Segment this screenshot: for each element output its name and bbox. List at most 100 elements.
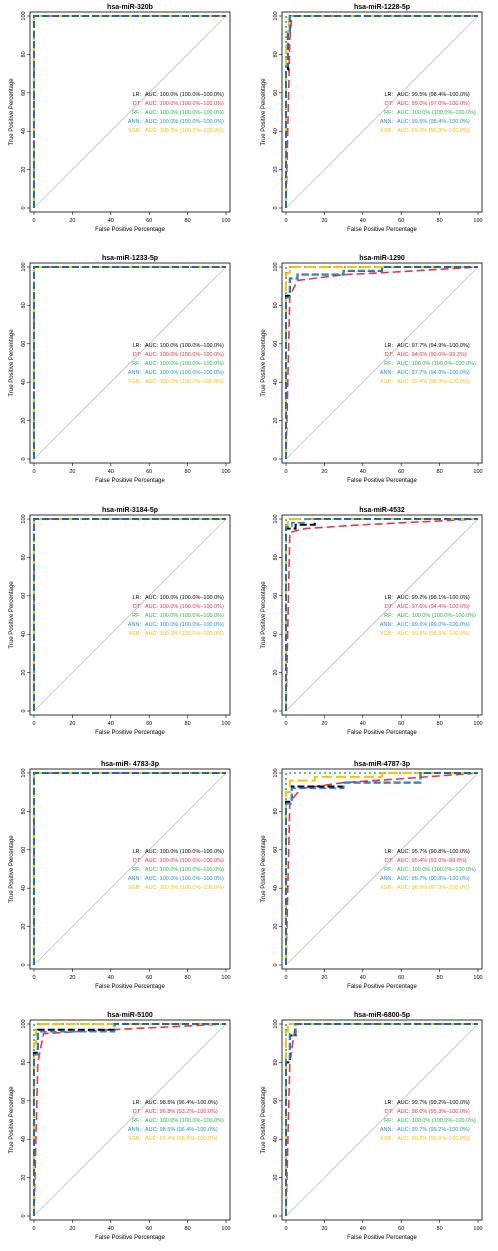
y-tick-label: 100 xyxy=(21,514,27,523)
y-tick-label: 100 xyxy=(273,768,279,777)
roc-panel: hsa-miR- 4783-3p 0 20 40 60 80 100 0 20 40 60 80 100… xyxy=(9,761,231,990)
legend-auc-dt: AUC: 100.0% (100.0%–100.0%) xyxy=(145,858,224,864)
x-tick-label: 40 xyxy=(108,1226,114,1232)
diagonal-line xyxy=(285,518,479,712)
y-tick-label: 20 xyxy=(21,670,27,676)
legend-name-xgb: XGB: xyxy=(380,128,394,134)
y-tick-label: 100 xyxy=(21,768,27,777)
x-axis-label: False Positive Percentage xyxy=(347,984,417,990)
y-axis-label: True Positive Percentage xyxy=(9,1086,15,1154)
y-tick-label: 100 xyxy=(21,262,27,271)
legend-name-dt: DT: xyxy=(133,352,142,358)
y-tick-label: 40 xyxy=(273,1136,279,1142)
roc-curve-ann xyxy=(285,772,478,965)
legend-auc-xgb: AUC: 100.0% (100.0%–100.0%) xyxy=(145,631,224,637)
y-tick-label: 0 xyxy=(21,709,27,712)
x-tick-label: 40 xyxy=(108,721,114,727)
legend-name-ann: ANN: xyxy=(380,622,394,628)
legend-auc-xgb: AUC: 100.0% (100.0%–100.0%) xyxy=(145,885,224,891)
x-tick-label: 60 xyxy=(398,721,404,727)
legend-auc-ann: AUC: 95.7% (90.8%–100.0%) xyxy=(397,876,470,882)
legend-name-rf: RF: xyxy=(384,361,393,367)
y-tick-label: 100 xyxy=(273,514,279,523)
diagonal-line xyxy=(285,772,479,966)
y-tick-label: 80 xyxy=(273,51,279,57)
y-axis-label: True Positive Percentage xyxy=(261,1086,267,1154)
y-tick-label: 100 xyxy=(21,1019,27,1028)
y-tick-label: 40 xyxy=(273,379,279,385)
x-axis-label: False Positive Percentage xyxy=(95,227,165,233)
roc-curve-ann xyxy=(285,15,478,208)
x-tick-label: 80 xyxy=(437,218,443,224)
roc-curve-dt xyxy=(285,518,479,712)
legend-auc-ann: AUC: 98.5% (96.4%–100.0%) xyxy=(145,1127,218,1133)
y-tick-label: 80 xyxy=(273,554,279,560)
legend-auc-lr: AUC: 97.7% (94.9%–100.0%) xyxy=(397,343,470,349)
roc-panel: hsa-miR-3184-5p 0 20 40 60 80 100 0 20 40 60 80 100 F… xyxy=(9,507,231,736)
legend-auc-rf: AUC: 100.0% (100.0%–100.0%) xyxy=(145,361,224,367)
diagonal-line xyxy=(33,1023,227,1217)
y-tick-label: 0 xyxy=(21,963,27,966)
y-axis-label: True Positive Percentage xyxy=(9,329,15,397)
legend-name-rf: RF: xyxy=(384,1118,393,1124)
x-tick-label: 20 xyxy=(69,469,75,475)
y-tick-label: 60 xyxy=(21,341,27,347)
y-tick-label: 80 xyxy=(21,554,27,560)
y-tick-label: 0 xyxy=(273,206,279,209)
legend-auc-ann: AUC: 97.7% (94.9%–100.0%) xyxy=(397,370,470,376)
x-tick-label: 20 xyxy=(69,1226,75,1232)
legend-name-dt: DT: xyxy=(385,604,394,610)
roc-curve-ann xyxy=(33,518,226,711)
legend-name-dt: DT: xyxy=(133,101,142,107)
y-tick-label: 20 xyxy=(273,670,279,676)
y-tick-label: 60 xyxy=(273,90,279,96)
panel-title: hsa-miR-5100 xyxy=(107,1012,153,1019)
legend-auc-ann: AUC: 100.0% (100.0%–100.0%) xyxy=(145,119,224,125)
legend-name-lr: LR: xyxy=(384,595,393,601)
x-tick-label: 60 xyxy=(146,975,152,981)
panel-title: hsa-miR-4532 xyxy=(359,507,405,514)
x-tick-label: 0 xyxy=(284,469,287,475)
x-tick-label: 60 xyxy=(398,975,404,981)
y-axis-label: True Positive Percentage xyxy=(261,329,267,397)
legend-auc-dt: AUC: 100.0% (100.0%–100.0%) xyxy=(145,101,224,107)
y-axis-label: True Positive Percentage xyxy=(261,78,267,146)
roc-curve-ann xyxy=(285,1023,478,1216)
roc-curve-xgb xyxy=(285,266,478,459)
legend-auc-dt: AUC: 100.0% (100.0%–100.0%) xyxy=(145,604,224,610)
diagonal-line xyxy=(33,518,227,712)
legend-name-ann: ANN: xyxy=(380,119,394,125)
legend-name-ann: ANN: xyxy=(380,876,394,882)
legend-name-lr: LR: xyxy=(132,1100,141,1106)
legend-name-xgb: XGB: xyxy=(128,379,142,385)
legend-auc-rf: AUC: 100.0% (100.0%–100.0%) xyxy=(397,361,476,367)
diagonal-line xyxy=(33,266,227,460)
x-axis-label: False Positive Percentage xyxy=(347,478,417,484)
legend-name-xgb: XGB: xyxy=(128,128,142,134)
x-tick-label: 0 xyxy=(32,721,35,727)
legend-name-lr: LR: xyxy=(132,343,141,349)
legend-auc-xgb: AUC: 99.4% (98.6%–100.0%) xyxy=(145,1136,218,1142)
legend-name-lr: LR: xyxy=(384,343,393,349)
roc-panel: hsa-miR-4532 0 20 40 60 80 100 0 20 40 60 80 100 Fals… xyxy=(261,507,483,736)
legend-auc-dt: AUC: 98.0% (95.3%–100.0%) xyxy=(397,1109,470,1115)
legend-auc-xgb: AUC: 99.8% (99.6%–100.0%) xyxy=(397,1136,470,1142)
y-tick-label: 40 xyxy=(21,885,27,891)
y-tick-label: 40 xyxy=(273,631,279,637)
x-tick-label: 20 xyxy=(321,975,327,981)
legend-auc-dt: AUC: 100.0% (100.0%–100.0%) xyxy=(145,352,224,358)
y-tick-label: 80 xyxy=(21,51,27,57)
x-tick-label: 100 xyxy=(221,218,230,224)
legend-name-xgb: XGB: xyxy=(380,631,394,637)
legend-name-ann: ANN: xyxy=(128,1127,142,1133)
x-tick-label: 20 xyxy=(321,469,327,475)
legend-auc-lr: AUC: 99.7% (99.2%–100.0%) xyxy=(397,1100,470,1106)
y-tick-label: 100 xyxy=(273,262,279,271)
y-tick-label: 100 xyxy=(273,1019,279,1028)
roc-panel: hsa-miR-1233-5p 0 20 40 60 80 100 0 20 40 60 80 100 F… xyxy=(9,255,231,484)
legend-auc-rf: AUC: 100.0% (100.0%–100.0%) xyxy=(145,110,224,116)
roc-panel: hsa-miR-320b 0 20 40 60 80 100 0 20 40 60 80 100 Fals… xyxy=(9,4,231,233)
x-tick-label: 20 xyxy=(321,218,327,224)
roc-curve-dt xyxy=(285,772,479,966)
